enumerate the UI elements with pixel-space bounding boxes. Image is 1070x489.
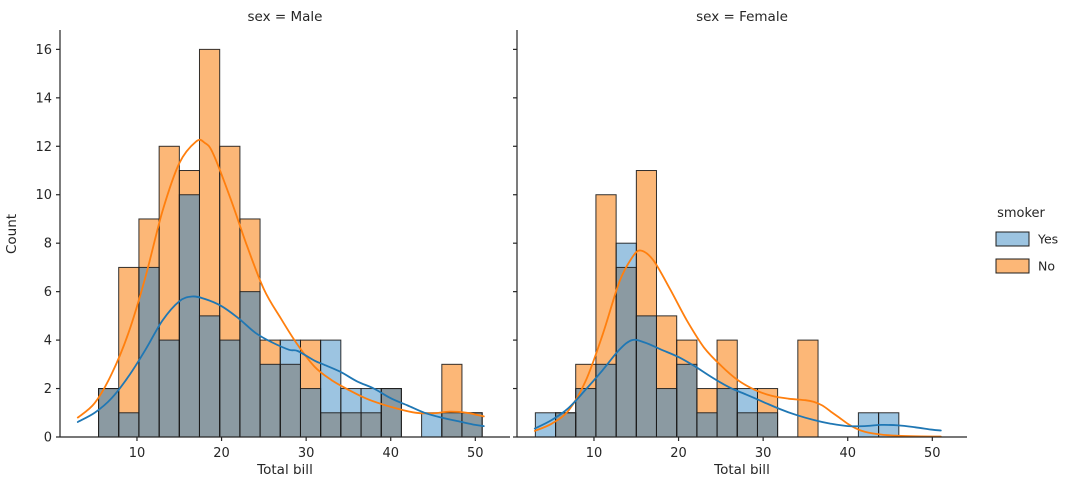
bar-overlap <box>300 388 321 437</box>
x-tick-label: 40 <box>839 446 856 461</box>
bar-overlap <box>340 412 362 437</box>
x-axis-label-male: Total bill <box>256 462 313 478</box>
y-tick-label: 16 <box>35 43 52 58</box>
bar-no <box>300 340 321 389</box>
bar-no <box>118 267 139 413</box>
kde-yes-curve <box>76 295 485 427</box>
y-tick-label: 2 <box>44 382 52 397</box>
bar-no <box>159 146 180 341</box>
x-tick-label: 50 <box>467 446 484 461</box>
x-axis-label-female: Total bill <box>713 462 770 478</box>
bar-overlap <box>575 388 596 437</box>
legend: smoker Yes No <box>995 206 1058 274</box>
bar-overlap <box>441 412 462 437</box>
legend-swatch-yes-icon <box>995 231 1030 247</box>
bar-overlap <box>320 412 341 437</box>
y-tick-label: 4 <box>44 334 52 349</box>
bar-no <box>260 340 281 365</box>
bar-yes <box>737 388 758 413</box>
legend-swatch-no-icon <box>995 258 1030 274</box>
bar-overlap <box>361 412 382 437</box>
y-tick-label: 14 <box>35 91 52 106</box>
facet-female-title: sex = Female <box>696 9 788 25</box>
kde-yes-curve <box>533 338 942 432</box>
bar-overlap <box>118 412 139 437</box>
legend-label-no: No <box>1038 259 1055 274</box>
bar-yes <box>421 412 442 437</box>
kde-no-curve <box>76 138 485 419</box>
x-tick-label: 30 <box>298 446 315 461</box>
bar-no <box>441 364 462 413</box>
legend-label-yes: Yes <box>1037 232 1058 247</box>
bar-overlap <box>636 315 657 437</box>
y-tick-label: 10 <box>35 188 52 203</box>
bar-overlap <box>616 267 637 437</box>
bar-yes <box>616 243 637 268</box>
x-tick-label: 20 <box>213 446 230 461</box>
x-tick-label: 10 <box>129 446 146 461</box>
bar-overlap <box>239 291 261 437</box>
bar-overlap <box>98 388 119 437</box>
bar-overlap <box>676 364 697 437</box>
facet-male-plot-area: 0 2 4 6 8 10 12 14 16 10 20 30 40 50 <box>35 30 510 461</box>
y-tick-label: 0 <box>44 431 52 446</box>
bar-no <box>138 218 160 268</box>
x-tick-label: 20 <box>670 446 687 461</box>
bar-overlap <box>656 388 677 437</box>
bar-yes <box>280 340 301 365</box>
y-tick-label: 12 <box>35 140 52 155</box>
y-tick-label: 6 <box>44 285 52 300</box>
bar-no <box>199 49 220 316</box>
x-tick-label: 40 <box>382 446 399 461</box>
y-tick-label: 8 <box>44 237 52 252</box>
bar-overlap <box>280 364 301 437</box>
bar-overlap <box>757 412 778 437</box>
x-tick-label: 10 <box>586 446 603 461</box>
bar-no <box>636 170 657 316</box>
facet-male-title: sex = Male <box>248 9 323 25</box>
bar-no <box>595 194 617 365</box>
bar-no <box>696 388 718 413</box>
y-axis-label: Count <box>4 214 20 254</box>
bar-yes <box>320 340 341 413</box>
bar-overlap <box>179 194 200 437</box>
bar-overlap <box>138 267 160 437</box>
bar-overlap <box>696 412 718 437</box>
x-tick-label: 30 <box>755 446 772 461</box>
bar-yes <box>340 388 362 413</box>
bar-overlap <box>199 315 220 437</box>
bar-yes <box>535 412 556 437</box>
bar-no <box>179 170 200 195</box>
bar-overlap <box>595 364 617 437</box>
bar-overlap <box>260 364 281 437</box>
bar-no <box>797 340 819 437</box>
kde-no-curve <box>533 249 942 438</box>
bar-overlap <box>717 388 738 437</box>
bar-overlap <box>737 412 758 437</box>
bar-no <box>219 146 240 341</box>
facet-female-plot-area: 10 20 30 40 50 <box>513 30 967 461</box>
x-tick-label: 50 <box>924 446 941 461</box>
bar-overlap <box>219 340 240 437</box>
bar-overlap <box>381 388 402 437</box>
bar-no <box>575 364 596 389</box>
bar-overlap <box>159 340 180 437</box>
legend-title: smoker <box>997 206 1045 221</box>
